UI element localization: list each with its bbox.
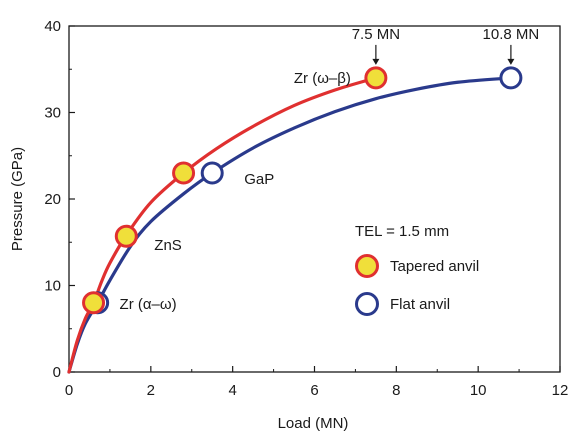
point-label: Zr (ω–β) xyxy=(294,70,351,87)
y-axis-title: Pressure (GPa) xyxy=(9,147,26,251)
x-tick-label-0: 0 xyxy=(65,382,73,399)
legend-label-tapered: Tapered anvil xyxy=(390,258,479,275)
y-tick-label-0: 0 xyxy=(53,364,61,381)
marker-flat-1 xyxy=(200,161,224,185)
x-axis-title: Load (MN) xyxy=(278,415,349,432)
y-tick-label-40: 40 xyxy=(44,18,61,35)
marker-tapered-0 xyxy=(82,291,106,315)
annotation-arrowhead xyxy=(372,58,380,65)
y-tick-label-30: 30 xyxy=(44,105,61,122)
x-tick-label-4: 4 xyxy=(228,382,236,399)
legend: TEL = 1.5 mm Tapered anvil Flat anvil xyxy=(355,223,479,316)
y-tick-label-20: 20 xyxy=(44,191,61,208)
annotations: Zr (α–ω) ZnS Zr (ω–β) GaP 7.5 MN 10.8 MN xyxy=(120,26,540,313)
load-annotation-0: 7.5 MN xyxy=(352,26,400,43)
marker-tapered-1 xyxy=(114,224,138,248)
legend-title: TEL = 1.5 mm xyxy=(355,223,449,240)
point-label: ZnS xyxy=(154,237,182,254)
x-tick-label-12: 12 xyxy=(552,382,569,399)
x-tick-label-8: 8 xyxy=(392,382,400,399)
x-tick-label-2: 2 xyxy=(147,382,155,399)
x-tick-label-6: 6 xyxy=(310,382,318,399)
load-annotation-1: 10.8 MN xyxy=(483,26,540,43)
marker-tapered-2 xyxy=(172,161,196,185)
legend-marker-tapered xyxy=(355,254,379,278)
marker-tapered-3 xyxy=(364,66,388,90)
curve-tapered-anvil xyxy=(67,76,378,374)
y-tick-label-10: 10 xyxy=(44,278,61,295)
legend-marker-flat xyxy=(355,292,379,316)
point-label: Zr (α–ω) xyxy=(120,296,177,313)
legend-label-flat: Flat anvil xyxy=(390,296,450,313)
markers xyxy=(82,66,523,315)
x-tick-label-10: 10 xyxy=(470,382,487,399)
marker-flat-2 xyxy=(499,66,523,90)
point-label: GaP xyxy=(244,171,274,188)
annotation-arrowhead xyxy=(507,58,515,65)
axes: 0 2 4 6 8 10 12 0 10 20 30 40 xyxy=(44,18,568,399)
